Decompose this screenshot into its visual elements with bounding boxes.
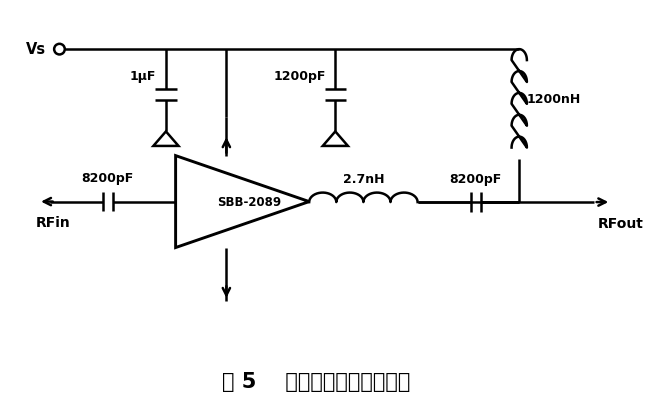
Text: 8200pF: 8200pF bbox=[450, 172, 502, 185]
Text: 2.7nH: 2.7nH bbox=[343, 172, 384, 185]
Text: RFout: RFout bbox=[597, 216, 644, 230]
Text: 图 5    射频发射功率放大电路: 图 5 射频发射功率放大电路 bbox=[222, 371, 410, 391]
Text: 8200pF: 8200pF bbox=[82, 172, 134, 185]
Text: RFin: RFin bbox=[36, 216, 71, 229]
Text: Vs: Vs bbox=[26, 42, 46, 56]
Text: 1μF: 1μF bbox=[130, 70, 156, 83]
Text: 1200pF: 1200pF bbox=[273, 70, 326, 83]
Text: 1200nH: 1200nH bbox=[527, 93, 581, 106]
Text: SBB-2089: SBB-2089 bbox=[217, 196, 281, 209]
